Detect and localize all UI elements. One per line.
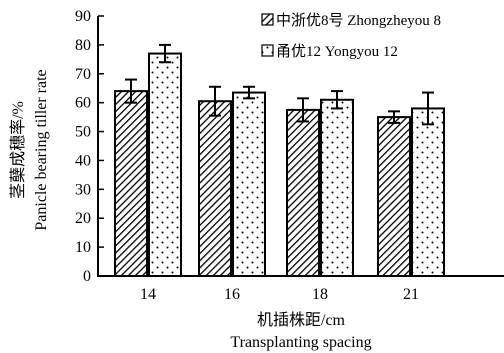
legend-swatch-zhongzheyou8 — [261, 13, 274, 26]
legend-swatch-yongyou12 — [261, 44, 274, 57]
bar-s2-21 — [411, 107, 445, 277]
legend-label-yongyou12: 甬优12 Yongyou 12 — [276, 43, 398, 60]
x-tick-label-16: 16 — [224, 286, 240, 303]
y-tick-label-90: 90 — [75, 8, 91, 25]
y-tick-label-70: 70 — [75, 66, 91, 83]
y-axis-label-en: Panicle bearing tiller rate — [33, 69, 50, 230]
legend: 中浙优8号 Zhongzheyou 8 甬优12 Yongyou 12 — [261, 12, 441, 60]
bar-s2-18 — [320, 98, 354, 278]
bar-s2-16 — [232, 91, 266, 277]
x-axis-label-zh: 机插株距/cm — [257, 311, 346, 329]
y-tick-label-50: 50 — [75, 124, 91, 141]
bar-s2-14 — [148, 52, 182, 277]
bars-layer — [114, 52, 445, 278]
x-tick-label-18: 18 — [312, 286, 328, 303]
x-axis-label-en: Transplanting spacing — [230, 334, 371, 351]
x-tick-label-14: 14 — [140, 286, 156, 303]
x-ticks-layer: 14 16 18 21 — [140, 286, 419, 303]
error-bars-layer — [125, 43, 434, 126]
bar-s1-16 — [198, 100, 232, 277]
y-axis-label-zh: 茎蘖成穗率/% — [9, 101, 27, 199]
y-tick-label-30: 30 — [75, 181, 91, 198]
y-tick-label-40: 40 — [75, 152, 91, 169]
bar-s1-21 — [377, 116, 411, 277]
y-tick-label-0: 0 — [83, 268, 91, 285]
y-tick-label-10: 10 — [75, 239, 91, 256]
y-tick-label-60: 60 — [75, 95, 91, 112]
y-tick-label-80: 80 — [75, 37, 91, 54]
bar-s1-18 — [286, 108, 320, 277]
x-tick-label-21: 21 — [403, 286, 419, 303]
y-tick-label-20: 20 — [75, 210, 91, 227]
bar-s1-14 — [114, 90, 148, 277]
legend-label-zhongzheyou8: 中浙优8号 Zhongzheyou 8 — [276, 12, 441, 29]
y-ticks-layer: 0 10 20 30 40 50 60 70 80 90 — [75, 8, 104, 285]
